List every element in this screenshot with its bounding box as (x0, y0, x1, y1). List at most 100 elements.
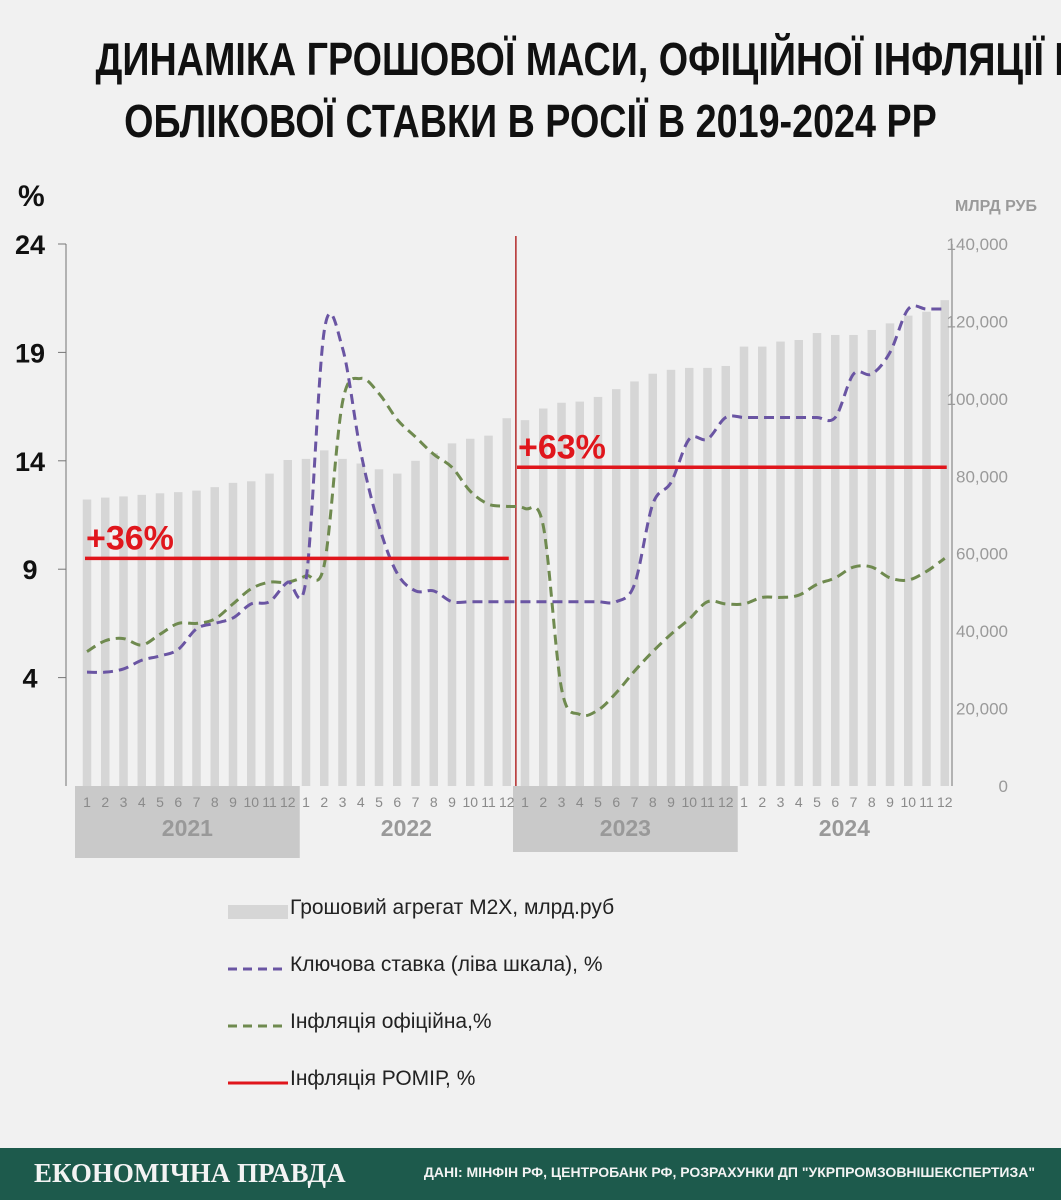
left-tick-label: 9 (22, 555, 37, 585)
month-label: 3 (558, 794, 566, 810)
m2x-bar (776, 341, 785, 786)
axes (58, 236, 953, 786)
month-label: 7 (412, 794, 420, 810)
m2x-bar (411, 460, 420, 786)
m2x-bar (685, 367, 694, 786)
legend-item-key-rate: Ключова ставка (ліва шкала), % (228, 947, 828, 1004)
m2x-bar (922, 311, 931, 786)
year-label: 2021 (162, 815, 213, 841)
month-label: 6 (393, 794, 401, 810)
m2x-bar (119, 496, 128, 786)
title-line-2: ОБЛІКОВОЇ СТАВКИ В РОСІЇ В 2019-2024 РР (124, 95, 937, 147)
m2x-bar (210, 487, 219, 786)
m2x-bar (794, 340, 803, 786)
year-band-2021 (75, 786, 300, 858)
romir-label: +63% (518, 428, 606, 466)
brand-logo: ЕКОНОМІЧНА ПРАВДА (34, 1158, 346, 1188)
month-label: 10 (243, 794, 259, 810)
month-label: 10 (900, 794, 916, 810)
month-label: 11 (481, 794, 496, 810)
m2x-bar (192, 490, 201, 786)
left-tick-label: 4 (22, 664, 37, 694)
m2x-bar (612, 389, 621, 786)
month-label: 10 (462, 794, 478, 810)
m2x-bar (320, 450, 329, 786)
m2x-bar (721, 365, 730, 786)
month-label: 5 (813, 794, 821, 810)
right-tick-label: 120,000 (947, 312, 1008, 331)
m2x-bar (447, 443, 457, 786)
month-label: 2 (539, 794, 547, 810)
right-tick-label: 20,000 (956, 700, 1008, 719)
m2x-bar (174, 492, 183, 786)
key-rate-line (86, 304, 945, 674)
month-label: 7 (193, 794, 201, 810)
month-label: 1 (83, 794, 91, 810)
m2x-bar (904, 315, 913, 786)
footer: ЕКОНОМІЧНА ПРАВДА ДАНІ: МІНФІН РФ, ЦЕНТР… (0, 1148, 1061, 1200)
legend-swatch-red-line (228, 1081, 288, 1085)
month-label: 6 (174, 794, 182, 810)
month-label: 12 (718, 794, 734, 810)
m2x-bar (338, 458, 347, 786)
month-label: 1 (302, 794, 310, 810)
m2x-bar (593, 396, 603, 786)
month-label: 8 (211, 794, 219, 810)
m2x-bar (539, 408, 548, 786)
month-label: 4 (576, 794, 584, 810)
title-line-1: ДИНАМІКА ГРОШОВОЇ МАСИ, ОФІЦІЙНОЇ ІНФЛЯЦ… (95, 33, 1061, 85)
year-label: 2024 (819, 815, 870, 841)
m2x-bar (630, 381, 639, 786)
right-tick-label: 60,000 (956, 545, 1008, 564)
m2x-bar (648, 373, 657, 786)
m2x-bar (393, 473, 402, 786)
chart-title: ДИНАМІКА ГРОШОВОЇ МАСИ, ОФІЦІЙНОЇ ІНФЛЯЦ… (95, 28, 1061, 152)
m2x-bar (301, 458, 311, 786)
m2x-bar (885, 323, 895, 786)
legend-swatch-bar (228, 905, 288, 919)
month-label: 8 (430, 794, 438, 810)
month-label: 9 (229, 794, 237, 810)
month-label: 3 (120, 794, 128, 810)
month-label: 1 (740, 794, 748, 810)
m2x-bar (228, 482, 238, 786)
legend-item-official-inflation: Інфляція офіційна,% (228, 1004, 828, 1061)
right-tick-label: 0 (999, 777, 1008, 796)
month-label: 4 (138, 794, 146, 810)
month-label: 6 (831, 794, 839, 810)
month-label: 2 (101, 794, 109, 810)
year-band-2023 (513, 786, 738, 852)
legend-item-m2x: Грошовий агрегат M2X, млрд.руб (228, 890, 828, 947)
romir-label: +36% (86, 519, 174, 557)
legend-label-official-inflation: Інфляція офіційна,% (290, 1010, 492, 1033)
legend: Грошовий агрегат M2X, млрд.руб Ключова с… (228, 890, 828, 1118)
month-label: 11 (919, 794, 934, 810)
m2x-bar (247, 481, 256, 786)
m2x-bar (283, 460, 292, 786)
left-tick-label: 24 (15, 230, 45, 260)
month-label: 8 (868, 794, 876, 810)
legend-label-key-rate: Ключова ставка (ліва шкала), % (290, 953, 603, 976)
m2x-bar (812, 333, 822, 786)
m2x-bar (831, 334, 840, 786)
month-label: 9 (886, 794, 894, 810)
month-label: 12 (937, 794, 953, 810)
left-tick-label: 14 (15, 447, 45, 477)
legend-label-romir: Інфляція РОМІР, % (290, 1067, 476, 1090)
right-tick-label: 100,000 (947, 390, 1008, 409)
right-tick-label: 80,000 (956, 467, 1008, 486)
left-tick-label: 19 (15, 338, 45, 368)
month-label: 5 (594, 794, 602, 810)
month-label: 7 (850, 794, 858, 810)
m2x-bar (758, 346, 767, 786)
m2x-bar (429, 453, 438, 786)
m2x-bar (466, 438, 475, 786)
m2x-bar (137, 494, 146, 786)
m2x-bar (82, 499, 92, 786)
m2x-bar (356, 463, 365, 786)
m2x-bar (703, 367, 712, 786)
month-label: 1 (521, 794, 529, 810)
year-bands (75, 786, 738, 858)
month-label: 3 (339, 794, 347, 810)
